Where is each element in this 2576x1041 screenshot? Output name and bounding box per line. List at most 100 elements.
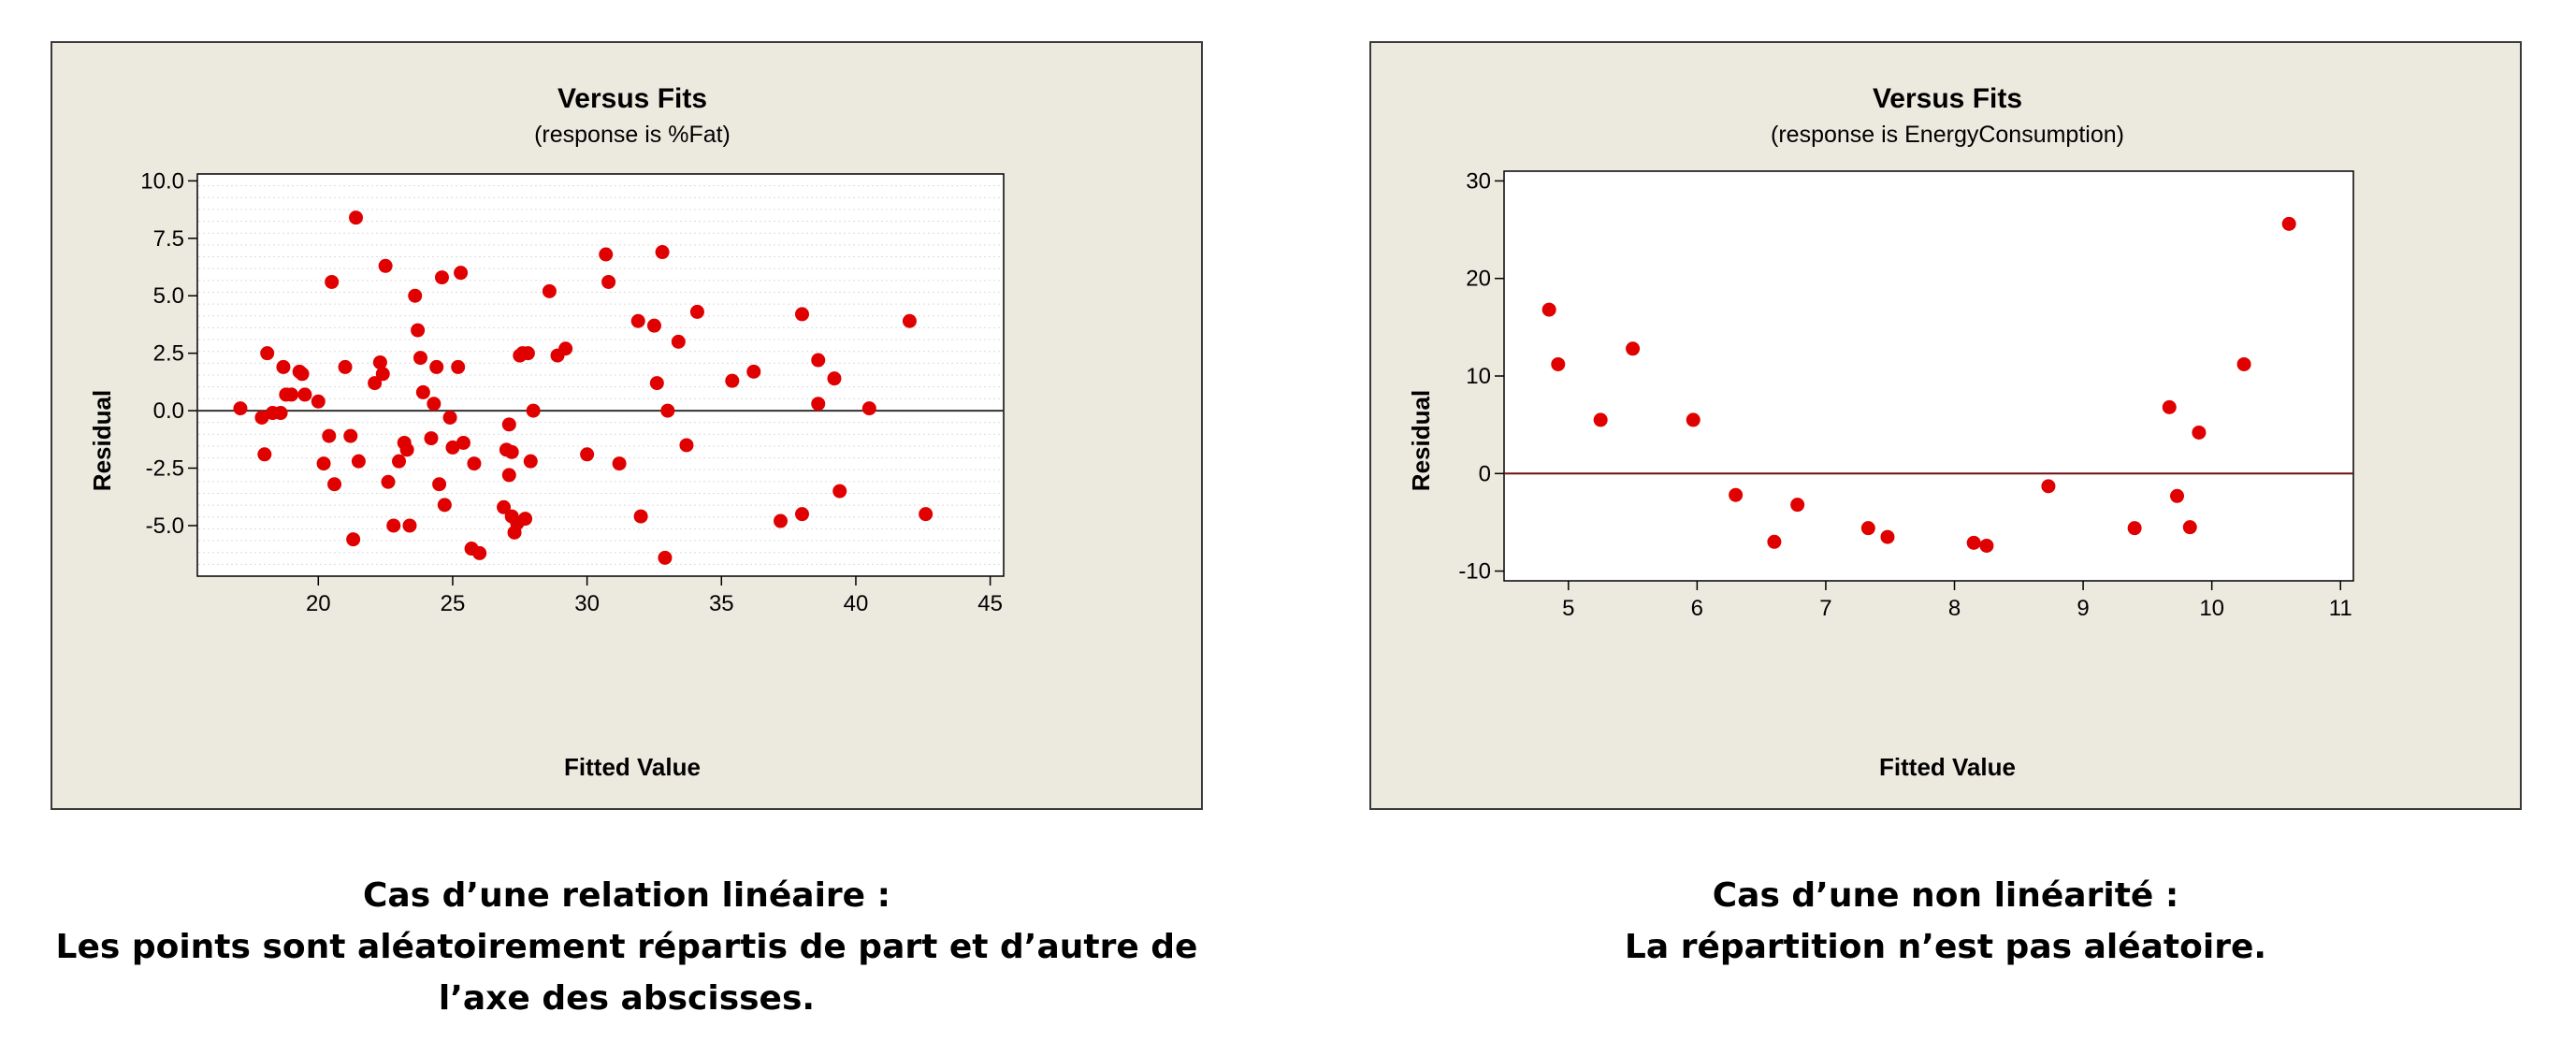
data-point	[372, 354, 387, 369]
data-point	[402, 518, 417, 533]
data-point	[1966, 535, 1981, 550]
data-point	[658, 550, 673, 565]
data-point	[646, 318, 661, 333]
x-tick-label: 35	[709, 591, 734, 616]
data-point	[322, 428, 337, 443]
data-point	[392, 454, 406, 469]
caption-line: Cas d’une relation linéaire :	[362, 876, 891, 915]
data-point	[526, 403, 541, 418]
x-tick-label: 8	[1948, 596, 1961, 621]
data-point	[523, 454, 538, 469]
data-point	[1790, 498, 1805, 513]
data-point	[284, 387, 299, 402]
data-point	[378, 258, 393, 273]
data-point	[408, 288, 423, 303]
chart-title: Versus Fits	[557, 83, 707, 114]
caption-line: Cas d’une non linéarité :	[1712, 876, 2179, 915]
y-tick-label: -2.5	[146, 456, 184, 482]
data-point	[1979, 538, 1994, 553]
data-point	[1541, 302, 1556, 317]
x-tick-label: 25	[441, 591, 466, 616]
data-point	[1880, 529, 1895, 544]
data-point	[902, 313, 917, 328]
data-point	[233, 401, 248, 416]
data-point	[254, 410, 269, 425]
data-point	[630, 313, 645, 328]
caption-line: La répartition n’est pas aléatoire.	[1624, 928, 2267, 966]
x-tick-label: 45	[977, 591, 1003, 616]
data-point	[434, 270, 449, 285]
data-point	[2041, 479, 2056, 494]
y-tick-label: 0.0	[153, 398, 184, 424]
residual-plot-right-svg: Versus Fits (response is EnergyConsumpti…	[1407, 83, 2354, 781]
chart-title: Versus Fits	[1873, 83, 2022, 114]
chart-subtitle: (response is EnergyConsumption)	[1771, 122, 2124, 148]
data-point	[1551, 356, 1566, 371]
data-point	[501, 468, 516, 483]
data-point	[1860, 521, 1875, 536]
data-point	[671, 334, 686, 349]
data-point	[451, 359, 466, 374]
data-point	[1593, 412, 1608, 427]
caption-line: l’axe des abscisses.	[438, 979, 816, 1018]
data-point	[311, 394, 326, 409]
data-point	[660, 403, 675, 418]
data-point	[542, 283, 557, 298]
data-point	[2162, 399, 2177, 414]
chart-subtitle: (response is %Fat)	[534, 122, 731, 148]
data-point	[520, 346, 535, 361]
x-tick-label: 20	[306, 591, 331, 616]
data-point	[504, 444, 519, 459]
plot-area	[1503, 170, 2354, 582]
data-point	[2182, 520, 2197, 535]
data-point	[297, 387, 312, 402]
data-point	[412, 351, 427, 366]
x-tick-label: 9	[2077, 596, 2089, 621]
caption-nonlinear: Cas d’une non linéarité : La répartition…	[1369, 870, 2522, 973]
data-point	[919, 507, 933, 522]
data-point	[827, 371, 842, 386]
data-point	[467, 456, 482, 471]
x-tick-label: 7	[1819, 596, 1831, 621]
data-point	[432, 477, 447, 492]
caption-linear: Cas d’une relation linéaire : Les points…	[51, 870, 1203, 1024]
y-tick-label: 10.0	[140, 168, 184, 194]
data-point	[655, 245, 670, 260]
x-tick-label: 10	[2199, 596, 2224, 621]
data-point	[295, 367, 310, 382]
data-point	[725, 373, 740, 388]
data-point	[375, 367, 390, 382]
data-point	[415, 384, 430, 399]
data-point	[832, 484, 847, 499]
data-point	[343, 428, 358, 443]
data-point	[1686, 412, 1700, 427]
x-tick-label: 6	[1691, 596, 1703, 621]
data-point	[689, 304, 704, 319]
data-point	[276, 359, 291, 374]
data-point	[257, 447, 272, 462]
x-axis-label: Fitted Value	[1879, 753, 2016, 781]
data-point	[399, 442, 414, 457]
data-point	[612, 456, 627, 471]
data-point	[746, 364, 761, 379]
y-tick-label: 2.5	[153, 341, 184, 367]
y-tick-label: 20	[1466, 267, 1491, 292]
data-point	[349, 210, 364, 225]
data-point	[2192, 425, 2207, 440]
data-point	[2170, 488, 2185, 503]
data-point	[1767, 534, 1782, 549]
x-tick-label: 30	[574, 591, 600, 616]
data-point	[445, 440, 460, 455]
data-point	[558, 341, 573, 356]
data-point	[386, 518, 401, 533]
data-point	[1626, 341, 1641, 356]
y-tick-label: 30	[1466, 168, 1491, 194]
data-point	[273, 406, 288, 421]
data-point	[338, 359, 353, 374]
data-point	[260, 346, 275, 361]
y-tick-label: 10	[1466, 364, 1491, 389]
x-tick-label: 5	[1562, 596, 1574, 621]
y-tick-label: -5.0	[146, 513, 184, 539]
y-axis-label: Residual	[88, 390, 116, 491]
y-tick-label: -10	[1458, 559, 1491, 585]
